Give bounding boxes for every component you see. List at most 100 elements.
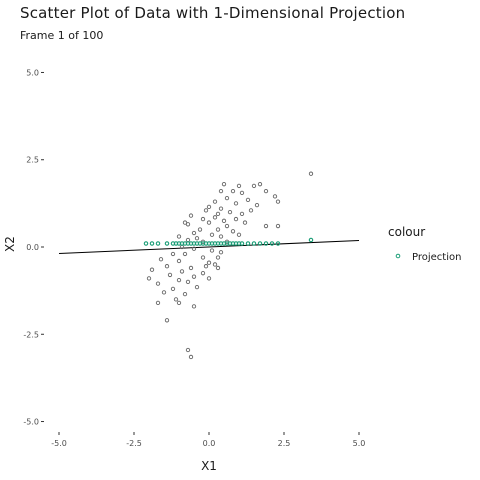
data-point xyxy=(236,183,242,189)
x-axis-ticks: -5.0 -2.5 0.0 2.5 5.0 xyxy=(51,432,365,448)
data-point xyxy=(185,222,191,227)
projection-line xyxy=(58,240,360,254)
data-point xyxy=(206,220,212,225)
y-tick-label: 0.0 xyxy=(26,243,39,252)
data-point xyxy=(197,227,203,232)
data-points-group xyxy=(146,171,314,360)
projection-point xyxy=(263,241,269,246)
data-point xyxy=(155,300,161,305)
data-point xyxy=(158,257,164,262)
y-tick-label: 2.5 xyxy=(26,156,39,165)
data-point xyxy=(164,264,170,269)
data-point xyxy=(167,272,173,278)
data-point xyxy=(230,229,236,234)
data-point xyxy=(230,189,236,194)
data-point xyxy=(203,208,209,213)
data-point xyxy=(209,232,215,237)
data-point xyxy=(215,211,221,216)
projection-point xyxy=(308,237,314,243)
x-tick-label: -5.0 xyxy=(51,439,67,448)
data-point xyxy=(188,265,194,271)
projection-point xyxy=(245,241,251,246)
data-point xyxy=(254,202,260,208)
data-point xyxy=(218,234,224,239)
data-point xyxy=(224,195,230,201)
data-point xyxy=(251,183,257,189)
y-axis-title: X2 xyxy=(3,236,17,252)
projection-point xyxy=(275,241,281,246)
data-point xyxy=(194,236,200,241)
x-tick-label: -2.5 xyxy=(126,439,142,448)
legend-title: colour xyxy=(388,225,425,239)
data-point xyxy=(206,260,212,265)
data-point xyxy=(206,276,212,281)
x-tick-label: 5.0 xyxy=(353,439,366,448)
projection-point xyxy=(269,241,275,246)
data-point xyxy=(212,215,218,220)
data-point xyxy=(239,190,245,196)
data-point xyxy=(176,258,182,264)
data-point xyxy=(191,274,197,279)
data-point xyxy=(233,201,239,206)
y-tick-label: -2.5 xyxy=(23,330,39,339)
data-point xyxy=(176,234,182,239)
data-point xyxy=(209,248,215,253)
legend: colour Projection xyxy=(388,225,461,263)
data-point xyxy=(263,223,269,229)
data-point xyxy=(272,194,278,199)
data-point xyxy=(185,279,191,285)
x-tick-label: 2.5 xyxy=(278,439,291,448)
data-point xyxy=(218,250,224,255)
projection-point xyxy=(155,241,161,246)
projection-point xyxy=(257,241,263,246)
data-point xyxy=(194,284,200,290)
data-point xyxy=(224,223,230,229)
legend-key-projection xyxy=(395,253,401,259)
data-point xyxy=(257,182,263,187)
projection-point xyxy=(239,241,245,246)
x-axis-title: X1 xyxy=(201,459,217,473)
chart-subtitle: Frame 1 of 100 xyxy=(20,29,104,42)
data-point xyxy=(200,216,206,222)
data-point xyxy=(221,218,227,223)
data-point xyxy=(182,220,188,225)
data-point xyxy=(146,276,152,281)
chart-title: Scatter Plot of Data with 1-Dimensional … xyxy=(20,4,406,22)
data-point xyxy=(218,189,224,194)
projection-point xyxy=(164,241,170,246)
data-point xyxy=(275,199,281,204)
data-point xyxy=(149,267,155,272)
data-point xyxy=(308,171,314,176)
data-point xyxy=(203,264,209,269)
data-point xyxy=(185,237,191,243)
x-tick-label: 0.0 xyxy=(203,439,216,448)
data-point xyxy=(248,208,254,213)
data-point xyxy=(239,211,245,216)
data-point xyxy=(185,347,191,353)
data-point xyxy=(170,286,176,292)
data-point xyxy=(155,281,161,286)
data-point xyxy=(212,262,218,267)
projection-line-group xyxy=(58,240,360,254)
projection-point xyxy=(143,241,149,246)
data-point xyxy=(179,269,185,274)
data-point xyxy=(215,255,221,260)
data-point xyxy=(218,206,224,211)
data-point xyxy=(236,232,242,237)
data-point xyxy=(176,300,182,305)
data-point xyxy=(182,291,188,297)
projection-point xyxy=(149,241,155,246)
data-point xyxy=(263,189,269,194)
y-axis-ticks: -5.0 -2.5 0.0 2.5 5.0 xyxy=(23,68,44,427)
projection-point xyxy=(251,241,257,246)
data-point xyxy=(215,227,221,232)
data-point xyxy=(161,290,167,295)
projection-points-group xyxy=(143,237,314,246)
data-point xyxy=(200,271,206,276)
data-point xyxy=(173,297,179,302)
data-point xyxy=(191,304,197,309)
data-point xyxy=(233,216,239,222)
data-point xyxy=(176,278,182,283)
data-point xyxy=(206,204,212,210)
